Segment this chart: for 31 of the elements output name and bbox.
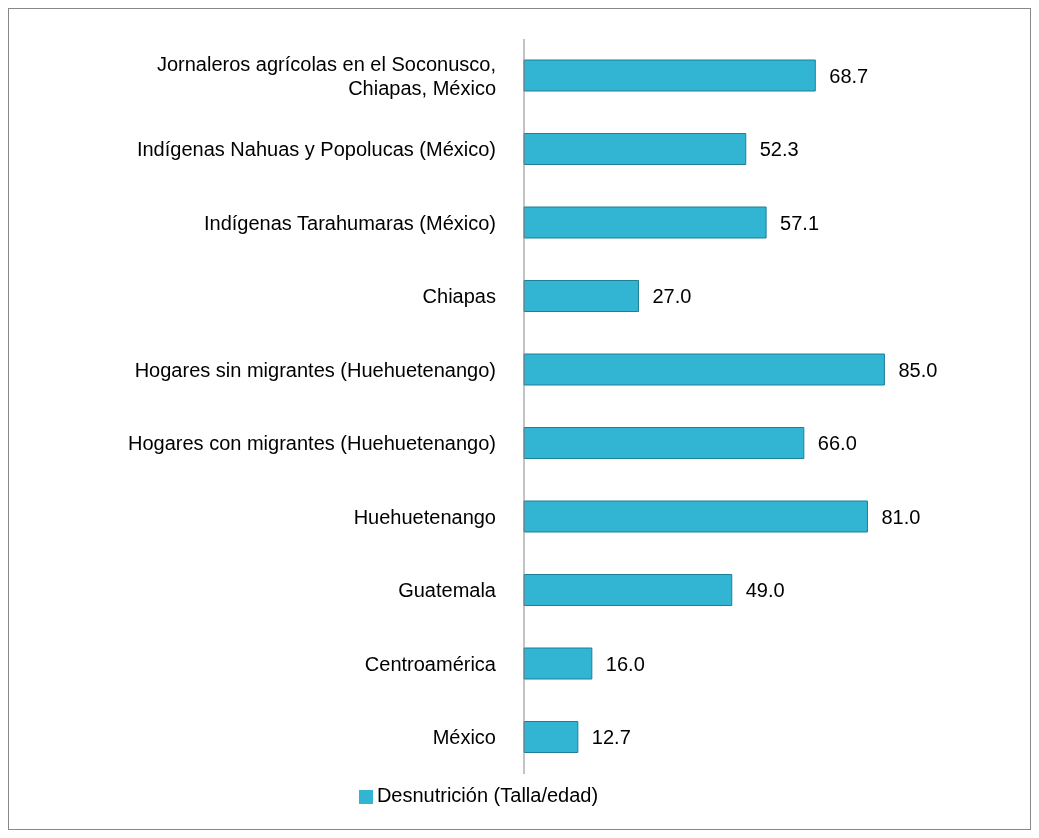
bar: [523, 427, 805, 459]
y-tick-label: México: [432, 726, 496, 749]
data-label: 52.3: [759, 138, 799, 160]
y-tick-label: Centroamérica: [364, 652, 497, 675]
bar: [523, 280, 639, 312]
bar: [523, 59, 816, 92]
y-tick-label: Huehuetenango: [353, 505, 496, 528]
y-tick-label: Indígenas Nahuas y Popolucas (México): [136, 138, 496, 161]
bar: [523, 647, 593, 680]
data-label: 49.0: [745, 579, 785, 601]
y-tick-label: Hogares con migrantes (Huehuetenango): [128, 432, 496, 455]
bar: [523, 721, 579, 753]
data-label: 68.7: [829, 64, 869, 87]
y-tick-label: Guatemala: [398, 579, 497, 602]
data-label: 27.0: [652, 285, 692, 307]
y-tick-label: Hogares sin migrantes (Huehuetenango): [134, 358, 496, 381]
data-label: 12.7: [591, 726, 631, 748]
bar: [523, 206, 767, 239]
data-label: 81.0: [881, 505, 921, 528]
bar: [523, 500, 868, 533]
data-label: 85.0: [898, 358, 938, 381]
y-tick-label: Chiapas: [422, 285, 496, 308]
data-label: 66.0: [817, 432, 857, 454]
y-tick-label: Jornaleros agrícolas en el Soconusco, Chiapas, México: [156, 52, 496, 99]
data-label: 16.0: [605, 652, 645, 675]
bar: [523, 133, 747, 165]
legend-label: Desnutrición (Talla/edad): [376, 784, 599, 806]
data-label: 57.1: [780, 211, 820, 234]
bar: [523, 574, 733, 606]
y-tick-label: Indígenas Tarahumaras (México): [204, 211, 496, 234]
bar: [523, 353, 885, 386]
